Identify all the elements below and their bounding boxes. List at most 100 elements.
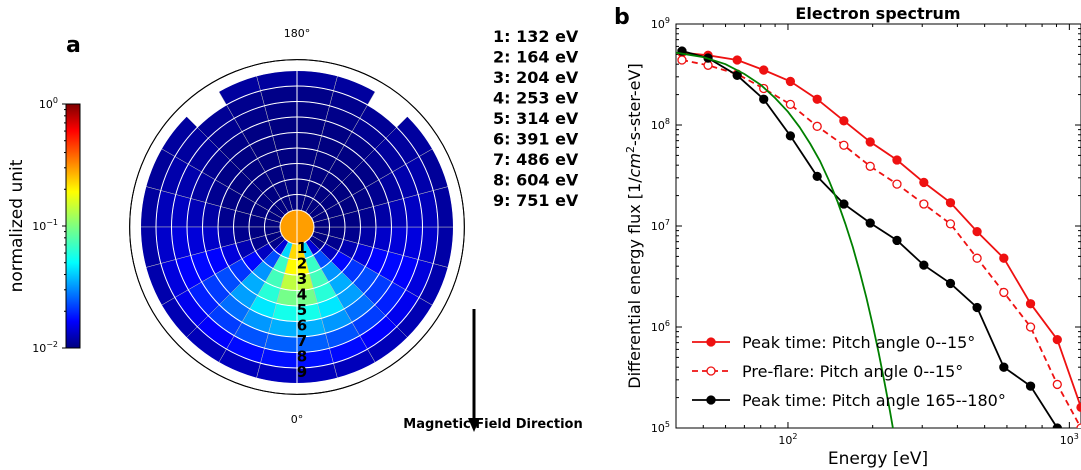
series-0-point xyxy=(972,226,982,237)
polar-outer-border xyxy=(129,59,465,395)
series-1-point xyxy=(945,219,956,229)
magnetic-field-arrow xyxy=(468,309,480,432)
panel-a-label: a xyxy=(66,33,81,58)
colorbar-tick-label: 10−1 xyxy=(32,218,58,233)
series-1-point xyxy=(812,121,822,131)
panel-a: a 100 10−1 10−2 normalized unit 180° 0° … xyxy=(7,27,583,432)
series-2-point xyxy=(972,302,982,313)
ring-number: 4 xyxy=(297,285,307,303)
series-1-point xyxy=(785,99,796,110)
polar-plot xyxy=(129,59,465,395)
series-0-point xyxy=(945,198,956,208)
series-0-point xyxy=(759,65,769,75)
series-2-point xyxy=(1025,381,1036,391)
colorbar: 100 10−1 10−2 normalized unit xyxy=(7,96,81,355)
energy-list-item: 3: 204 eV xyxy=(493,68,579,87)
series-0-point xyxy=(839,116,849,126)
colorbar-gradient xyxy=(65,103,81,349)
energy-list-item: 1: 132 eV xyxy=(493,27,579,46)
energy-list-item: 8: 604 eV xyxy=(493,171,579,190)
series-1-point xyxy=(919,199,929,209)
y-tick-label: 108 xyxy=(651,117,670,132)
magnetic-field-label: Magnetic Field Direction xyxy=(403,417,582,432)
series-0-point xyxy=(812,94,822,104)
series-2-point xyxy=(999,362,1009,372)
series-2-point xyxy=(945,278,956,289)
series-0-point xyxy=(1025,299,1036,309)
colorbar-label: normalized unit xyxy=(7,159,27,292)
series-1-point xyxy=(677,55,687,65)
ring-number: 7 xyxy=(297,332,307,350)
series-2-point xyxy=(839,199,849,209)
legend: Peak time: Pitch angle 0--15° Pre-flare: … xyxy=(692,333,1006,410)
polar-cell xyxy=(296,147,318,166)
series-2-point xyxy=(919,260,929,270)
legend-entry: Pre-flare: Pitch angle 0--15° xyxy=(742,362,963,381)
series-1-point xyxy=(1076,423,1081,428)
ring-number: 2 xyxy=(297,254,307,272)
series-2-point xyxy=(892,235,902,246)
y-tick-label: 105 xyxy=(651,420,670,435)
polar-angle-bottom: 0° xyxy=(291,413,304,426)
panel-b-label: b xyxy=(614,5,630,30)
legend-entry: Peak time: Pitch angle 165--180° xyxy=(742,391,1006,410)
series-1-point xyxy=(1025,322,1036,332)
series-2-point xyxy=(812,171,822,182)
series-1-point xyxy=(839,140,849,150)
series-line-3 xyxy=(676,51,894,428)
series-2-point xyxy=(865,218,875,228)
series-layer xyxy=(676,46,1081,428)
energy-list: 1: 132 eV 2: 164 eV3: 204 eV 4: 253 eV5: 3… xyxy=(493,27,579,210)
legend-marker xyxy=(706,337,716,347)
polar-angle-top: 180° xyxy=(284,27,311,40)
chart-title: Electron spectrum xyxy=(795,4,960,23)
energy-list-item: 9: 751 eV xyxy=(493,191,579,210)
series-1-point xyxy=(892,179,902,189)
x-axis-label: Energy [eV] xyxy=(828,449,928,469)
polar-cell xyxy=(276,288,298,307)
series-2-point xyxy=(1052,423,1062,428)
polar-cell xyxy=(358,226,377,248)
energy-list-item: 5: 314 eV xyxy=(493,109,579,128)
series-0-point xyxy=(865,137,875,147)
y-tick-label: 106 xyxy=(651,319,670,334)
series-1-point xyxy=(865,161,875,171)
energy-list-item: 6: 391 eV xyxy=(493,130,579,149)
x-tick-label: 103 xyxy=(1060,432,1079,447)
ring-number: 3 xyxy=(297,270,307,288)
series-line-0 xyxy=(681,51,1081,408)
ring-number: 9 xyxy=(297,363,307,381)
colorbar-tick-label: 10−2 xyxy=(32,340,58,355)
series-0-point xyxy=(999,253,1009,263)
energy-list-item: 2: 164 eV xyxy=(493,48,579,67)
series-2-point xyxy=(732,70,742,81)
legend-entry: Peak time: Pitch angle 0--15° xyxy=(742,333,975,352)
series-1-point xyxy=(1052,379,1062,390)
series-0-point xyxy=(732,55,742,65)
series-1-point xyxy=(999,287,1009,298)
series-2-point xyxy=(759,94,769,104)
colorbar-tick-label: 100 xyxy=(39,96,58,111)
y-tick-label: 107 xyxy=(651,218,670,233)
series-0-point xyxy=(1052,334,1062,345)
x-tick-labels: 102 103 xyxy=(778,432,1078,447)
polar-cell xyxy=(217,206,236,228)
legend-marker xyxy=(706,366,716,376)
series-0-point xyxy=(785,76,796,87)
x-tick-label: 102 xyxy=(778,432,797,447)
ring-number: 8 xyxy=(297,347,307,365)
legend-marker xyxy=(706,395,716,405)
energy-list-item: 4: 253 eV xyxy=(493,89,579,108)
y-axis-label: Differential energy flux [1/cm2-s-ster-e… xyxy=(624,63,644,388)
ring-number: 6 xyxy=(297,316,307,334)
series-line-1 xyxy=(681,59,1081,428)
y-tick-labels: 105 106 107 108 109 xyxy=(651,16,670,435)
series-0-point xyxy=(892,155,902,165)
ring-number: 5 xyxy=(297,301,307,319)
series-0-point xyxy=(1076,402,1081,413)
plot-area xyxy=(675,23,1081,429)
series-1-point xyxy=(972,253,982,263)
series-0-point xyxy=(919,177,929,188)
